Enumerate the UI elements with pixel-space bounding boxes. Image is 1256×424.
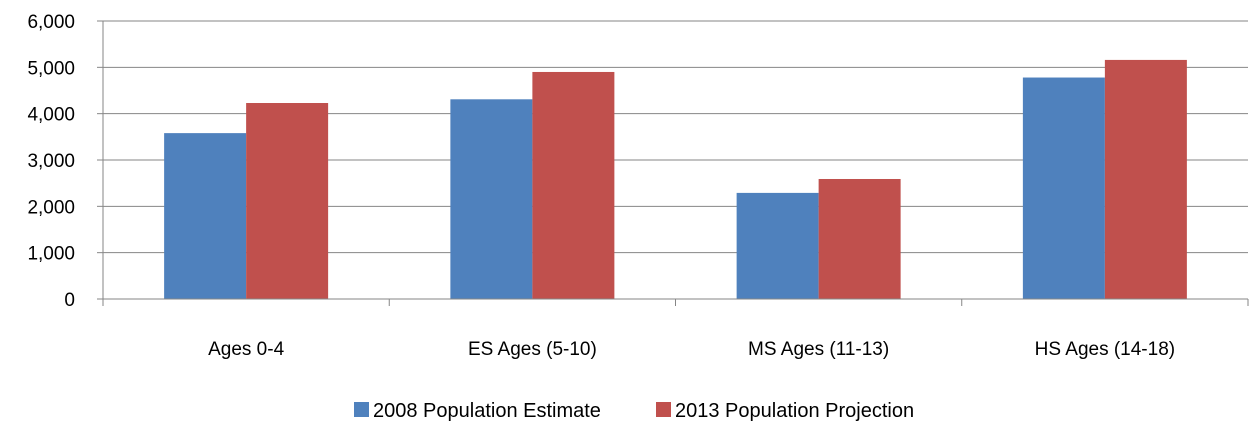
bar-estimate-2008 [450, 99, 533, 299]
bar-projection-2013 [246, 103, 329, 299]
bar-estimate-2008 [736, 192, 819, 299]
bar-projection-2013 [532, 71, 615, 299]
labels: 0 1,000 2,000 3,000 4,000 5,000 6,000 Ages 0-4 E… [27, 12, 1175, 360]
category-label: ES Ages (5-10) [468, 339, 597, 360]
y-tick-label: 5,000 [27, 58, 75, 79]
legend-item-estimate-2008: 2008 Population Estimate [354, 400, 601, 422]
bar-projection-2013 [818, 178, 901, 299]
y-tick-label: 4,000 [27, 105, 75, 126]
category-label: HS Ages (14-18) [1035, 339, 1175, 360]
y-tick-label: 2,000 [27, 197, 75, 218]
bar-estimate-2008 [164, 133, 247, 299]
bar-estimate-2008 [1022, 77, 1105, 299]
legend-item-projection-2013: 2013 Population Projection [656, 400, 914, 422]
legend-label: 2013 Population Projection [675, 400, 914, 422]
bar-projection-2013 [1104, 59, 1187, 299]
axes [97, 20, 1249, 306]
bars [164, 59, 1187, 299]
y-tick-label: 0 [64, 290, 75, 311]
category-label: MS Ages (11-13) [748, 339, 889, 360]
y-tick-label: 6,000 [27, 12, 75, 33]
category-label: Ages 0-4 [208, 339, 284, 360]
legend: 2008 Population Estimate 2013 Population … [354, 400, 914, 422]
y-tick-label: 1,000 [27, 244, 75, 265]
y-tick-label: 3,000 [27, 151, 75, 172]
legend-swatch [656, 402, 671, 417]
legend-label: 2008 Population Estimate [373, 400, 601, 422]
legend-swatch [354, 402, 369, 417]
